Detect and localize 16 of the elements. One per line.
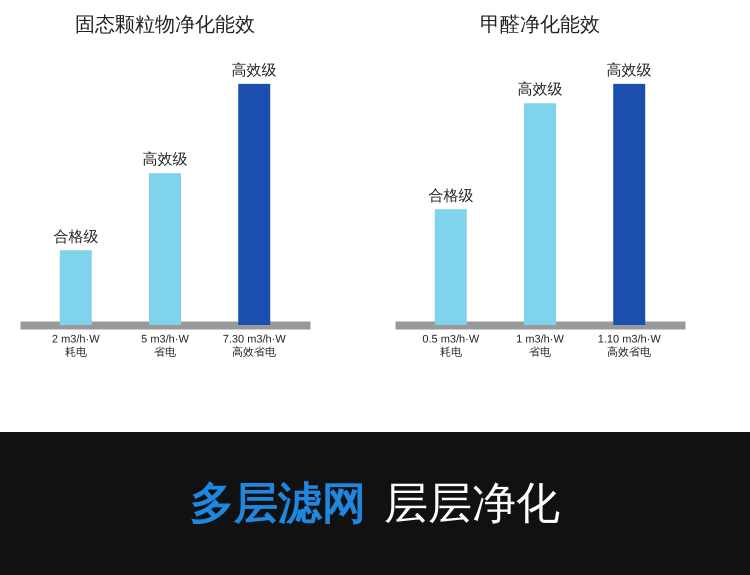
annotation: 合格级	[428, 186, 474, 204]
x-tick-label: 2 m3/h·W 耗电	[52, 334, 100, 358]
x-tick-label: 1.10 m3/h·W 高效省电	[598, 334, 662, 358]
x-tick-label: 5 m3/h·W 省电	[141, 334, 190, 358]
text: 多层滤网	[190, 477, 366, 531]
x-tick-label: 7.30 m3/h·W 高效省电	[222, 334, 286, 358]
chart-title: 甲醛净化能效	[480, 12, 600, 36]
text: 层层净化	[384, 477, 560, 531]
annotation: 高效级	[518, 80, 562, 98]
x-tick-label: 0.5 m3/h·W 耗电	[422, 334, 480, 358]
annotation: 高效级	[606, 60, 652, 79]
x-tick-label: 1 m3/h·W 省电	[516, 334, 564, 358]
chart-title: 固态颗粒物净化能效	[75, 12, 255, 36]
annotation: 高效级	[232, 60, 277, 79]
annotation: 合格级	[53, 227, 98, 246]
annotation: 高效级	[142, 150, 188, 168]
